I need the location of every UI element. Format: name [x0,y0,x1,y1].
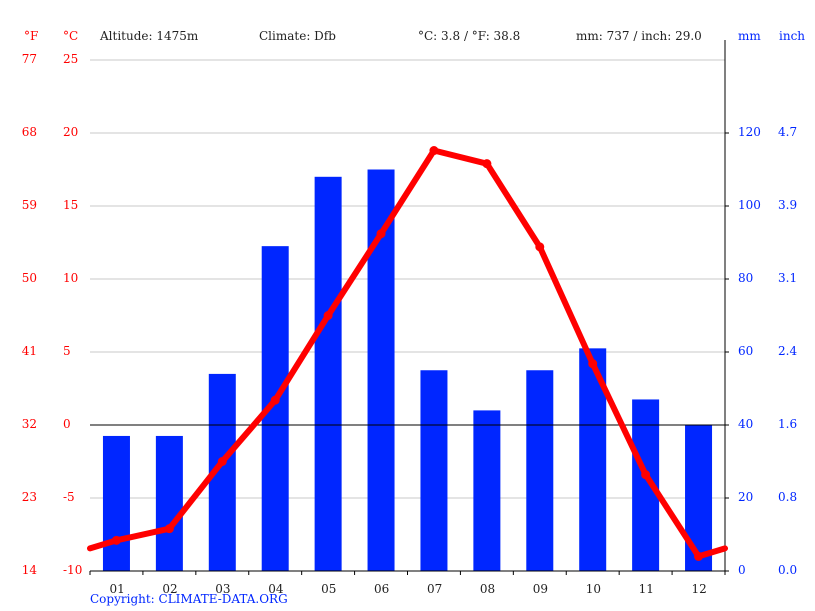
mm-tick-label: 20 [738,490,754,504]
precipitation-bar [420,370,448,571]
month-tick-label: 12 [691,582,707,596]
precipitation-bar [314,176,342,572]
temperature-point [535,242,545,252]
temperature-point [217,457,227,466]
temperature-summary: °C: 3.8 / °F: 38.8 [418,29,521,43]
fahrenheit-tick-label: 77 [21,52,37,66]
month-tick-label: 05 [321,582,337,596]
celsius-tick-label: -10 [63,563,83,577]
copyright-text: Copyright: CLIMATE-DATA.ORG [90,592,288,606]
inch-tick-label: 3.1 [778,271,798,285]
fahrenheit-tick-label: 32 [21,417,37,431]
mm-tick-label: 100 [738,198,761,212]
temperature-point [429,146,439,156]
precipitation-bar [473,410,501,571]
temperature-point [588,359,598,369]
month-tick-label: 03 [215,582,231,596]
fahrenheit-tick-label: 59 [21,198,37,212]
celsius-tick-label: 15 [63,198,79,212]
fahrenheit-tick-label: 41 [21,344,37,358]
temperature-point [323,311,333,320]
month-tick-label: 07 [426,582,443,596]
celsius-tick-label: -5 [63,490,75,504]
celsius-tick-label: 20 [63,125,79,139]
mm-tick-label: 80 [738,271,754,285]
climate-label: Climate: Dfb [259,29,336,43]
altitude-label: Altitude: 1475m [100,29,199,43]
inch-tick-label: 0.0 [778,563,798,577]
celsius-tick-label: 5 [63,344,71,358]
temperature-point [694,551,704,561]
month-tick-label: 09 [532,582,549,596]
precipitation-bar [526,370,554,571]
fahrenheit-tick-label: 23 [21,490,37,504]
inch-tick-label: 1.6 [778,417,798,431]
temperature-point [641,470,651,480]
inch-tick-label: 4.7 [778,125,798,139]
month-tick-label: 08 [479,582,496,596]
temperature-line [87,147,728,560]
fahrenheit-tick-label: 14 [21,563,37,577]
temperature-point [270,395,280,405]
month-tick-label: 10 [585,582,601,596]
inch-tick-label: 2.4 [778,344,798,358]
precipitation-bar [155,435,183,571]
month-tick-label: 02 [162,582,178,596]
temperature-point [111,535,121,545]
month-tick-label: 01 [109,582,125,596]
month-tick-label: 11 [638,582,654,596]
mm-unit-label: mm [738,29,761,43]
month-tick-label: 06 [374,582,390,596]
celsius-tick-label: 0 [63,417,71,431]
mm-tick-label: 40 [738,417,754,431]
mm-tick-label: 60 [738,344,754,358]
inch-tick-label: 3.9 [778,198,798,212]
mm-tick-label: 120 [738,125,761,139]
fahrenheit-unit-label: °F [24,29,39,43]
precipitation-summary: mm: 737 / inch: 29.0 [576,29,702,43]
temperature-point [164,524,174,534]
temperature-point [376,229,386,239]
precipitation-bar [685,425,713,571]
inch-tick-label: 0.8 [778,490,798,504]
inch-unit-label: inch [779,29,806,43]
fahrenheit-tick-label: 68 [21,125,37,139]
fahrenheit-tick-label: 50 [21,271,37,285]
celsius-tick-label: 10 [63,271,79,285]
celsius-tick-label: 25 [63,52,79,66]
mm-tick-label: 0 [738,563,746,577]
temperature-point [482,159,492,169]
celsius-unit-label: °C [63,29,79,43]
precipitation-bar [102,435,130,571]
month-tick-label: 04 [268,582,284,596]
